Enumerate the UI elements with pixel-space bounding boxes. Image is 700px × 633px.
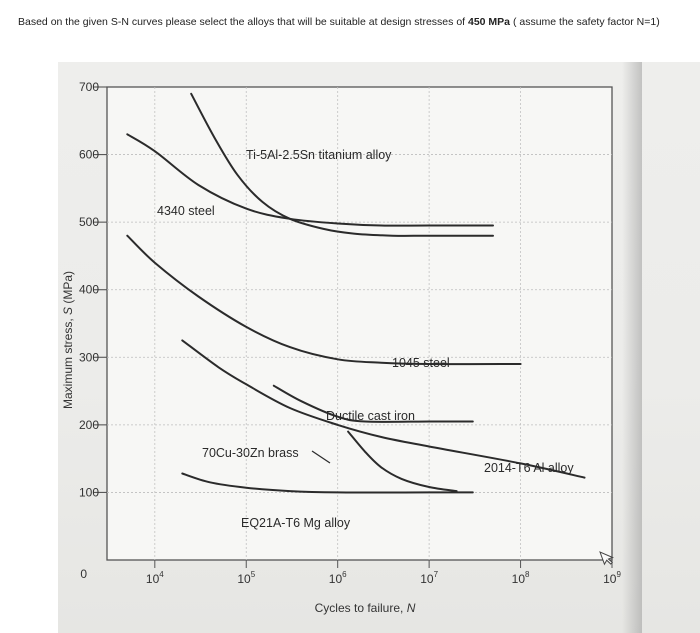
y-axis-ticks: 0 100 200 300 400 500 600 700 — [79, 80, 107, 581]
y-tick-label: 200 — [79, 418, 99, 432]
plot-area — [106, 86, 613, 561]
photo-edge-shadow — [622, 62, 642, 633]
curve-group — [126, 92, 586, 494]
x-tick-label: 104 — [146, 570, 164, 586]
curve-label-1045-steel: 1045 steel — [392, 356, 450, 370]
y-axis-title: Maximum stress, S (MPa) — [61, 271, 75, 409]
curve-ductile-cast-iron — [272, 384, 474, 423]
curve-4340-steel — [126, 133, 494, 227]
brass-label-leader — [311, 450, 331, 464]
curve-ti-5al-2-5sn-titanium-alloy — [190, 92, 494, 237]
y-tick-label: 0 — [80, 567, 87, 581]
curve-label-4340-steel: 4340 steel — [157, 204, 215, 218]
x-tick-label: 108 — [512, 570, 530, 586]
x-axis-ticks: 104 105 106 107 108 109 — [146, 560, 621, 586]
curve-label-group: Ti-5Al-2.5Sn titanium alloy 4340 steel 104… — [157, 148, 574, 530]
grid-lines — [107, 87, 612, 560]
x-tick-label: 109 — [603, 570, 621, 586]
question-stress: 450 MPa — [468, 16, 511, 28]
curve-label-2014-t6-al-alloy: 2014-T6 Al alloy — [484, 461, 574, 475]
y-tick-label: 700 — [79, 80, 99, 94]
y-tick-label: 100 — [79, 485, 99, 499]
y-tick-label: 500 — [79, 215, 99, 229]
curve-label-ti-5al-2-5sn-titanium-alloy: Ti-5Al-2.5Sn titanium alloy — [246, 148, 392, 162]
y-tick-label: 300 — [79, 350, 99, 364]
curve-label-70cu-30zn-brass: 70Cu-30Zn brass — [202, 446, 299, 460]
curve-70cu-30zn-brass — [347, 430, 458, 493]
x-axis-title: Cycles to failure, N — [315, 601, 416, 615]
curve-1045-steel — [126, 234, 522, 366]
x-tick-label: 106 — [329, 570, 347, 586]
curve-eq21a-t6-mg-alloy — [181, 472, 474, 494]
x-tick-label: 105 — [237, 570, 255, 586]
question-prefix: Based on the given S-N curves please sel… — [18, 16, 468, 28]
curve-label-eq21a-t6-mg-alloy: EQ21A-T6 Mg alloy — [241, 516, 351, 530]
curve-label-ductile-cast-iron: Ductile cast iron — [326, 409, 415, 423]
x-tick-label: 107 — [420, 570, 438, 586]
question-suffix: ( assume the safety factor N=1) — [510, 16, 660, 28]
y-tick-label: 600 — [79, 148, 99, 162]
y-tick-label: 400 — [79, 283, 99, 297]
question-text: Based on the given S-N curves please sel… — [18, 16, 688, 28]
cursor-icon — [599, 551, 614, 566]
curve-2014-t6-al-alloy — [181, 339, 586, 479]
